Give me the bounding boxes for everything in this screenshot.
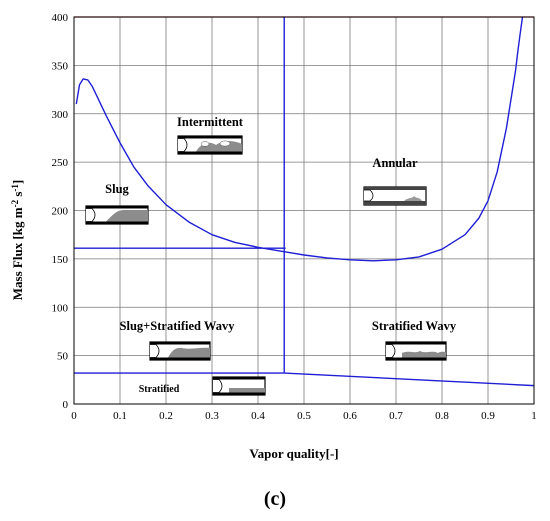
region-label-stratified: Stratified — [139, 384, 180, 395]
stratified-pipe-icon — [212, 376, 266, 396]
series-layer — [74, 16, 535, 387]
intermittent-pipe-icon — [177, 135, 243, 155]
y-tick-label: 100 — [52, 302, 69, 314]
x-tick-label: 0.2 — [159, 410, 173, 422]
annular-pipe-icon — [363, 186, 427, 206]
y-tick-label: 250 — [52, 157, 69, 169]
x-axis-title: Vapor quality[-] — [249, 446, 338, 461]
region-label-slug: Slug — [105, 182, 129, 196]
y-tick-label: 200 — [52, 206, 69, 218]
region-label-annular: Annular — [372, 156, 418, 170]
y-tick-label: 300 — [52, 109, 69, 121]
slug-stratified-wavy-pipe-icon — [149, 341, 211, 361]
slug-pipe-icon — [85, 205, 149, 225]
x-tick-label: 0.6 — [343, 410, 357, 422]
x-tick-label: 0.9 — [481, 410, 495, 422]
region-label-stratified-wavy: Stratified Wavy — [372, 319, 457, 333]
region-label-slug-stratified-wavy: Slug+Stratified Wavy — [120, 319, 236, 333]
series-line-4 — [284, 372, 535, 387]
x-tick-label: 0.3 — [205, 410, 219, 422]
panel-label: (c) — [264, 488, 286, 510]
y-axis-title-sup1: -2 — [10, 199, 20, 207]
x-tick-label: 0.5 — [297, 410, 311, 422]
y-tick-label: 150 — [52, 254, 69, 266]
x-tick-label: 0 — [71, 410, 77, 422]
y-axis-title-mid: s — [10, 192, 25, 200]
y-axis-title-end: ] — [10, 180, 25, 184]
x-tick-label: 0.4 — [251, 410, 265, 422]
x-tick-label: 0.7 — [389, 410, 403, 422]
plot-frame — [73, 16, 535, 405]
y-tick-label: 400 — [52, 12, 69, 24]
y-tick-label: 50 — [57, 351, 69, 363]
tick-labels: 0 0.1 0.2 0.3 0.4 0.5 0.6 0.7 0.8 0.9 1 0 50 100 150 20… — [52, 12, 537, 422]
y-axis-title-sup2: -1 — [10, 184, 20, 192]
y-tick-label: 350 — [52, 60, 69, 72]
x-tick-label: 1 — [531, 410, 537, 422]
y-axis-title-main: Mass Flux [kg m — [10, 207, 25, 300]
series-line-0 — [75, 16, 524, 262]
y-tick-label: 0 — [63, 399, 69, 411]
y-axis-title: Mass Flux [kg m-2 s-1] — [10, 180, 25, 300]
x-tick-label: 0.8 — [435, 410, 449, 422]
region-label-intermittent: Intermittent — [177, 115, 244, 129]
x-tick-label: 0.1 — [113, 410, 127, 422]
stratified-wavy-pipe-icon — [385, 341, 447, 361]
